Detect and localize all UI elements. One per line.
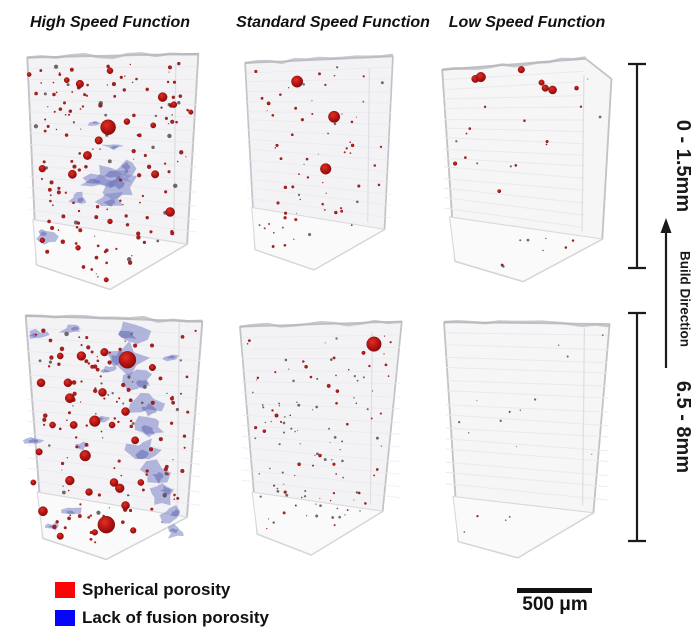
sample-render-high-speed-6.5-8mm <box>22 314 204 561</box>
column-title-standard-speed: Standard Speed Function <box>236 14 430 31</box>
column-title-high-speed: High Speed Function <box>30 14 190 31</box>
legend-swatch-spherical-porosity <box>55 582 75 598</box>
row-range-label-bottom: 6.5 - 8mm <box>672 381 694 473</box>
legend-item-lack-of-fusion: Lack of fusion porosity <box>55 608 269 628</box>
legend-swatch-lack-of-fusion-porosity <box>55 610 75 626</box>
legend: Spherical porosity Lack of fusion porosi… <box>55 580 269 636</box>
sample-render-standard-speed-0-1.5mm <box>244 53 394 271</box>
sample-render-low-speed-6.5-8mm <box>443 320 611 559</box>
scale-bar-line <box>517 588 592 593</box>
build-direction-arrow <box>660 218 672 368</box>
build-direction-label: Build Direction <box>678 251 693 347</box>
column-title-low-speed: Low Speed Function <box>448 14 606 31</box>
sample-render-high-speed-0-1.5mm <box>26 52 200 291</box>
sample-render-low-speed-0-1.5mm <box>441 56 613 283</box>
range-bracket-top <box>628 62 646 270</box>
legend-label-spherical-porosity: Spherical porosity <box>82 580 231 599</box>
annotation-rail: 0 - 1.5mm 6.5 - 8mm Build Direction <box>628 62 694 543</box>
scale-bar-label: 500 μm <box>522 594 588 615</box>
legend-label-lack-of-fusion-porosity: Lack of fusion porosity <box>82 608 270 627</box>
sample-render-standard-speed-6.5-8mm <box>239 319 403 556</box>
legend-item-spherical: Spherical porosity <box>55 580 269 600</box>
row-range-label-top: 0 - 1.5mm <box>672 120 694 212</box>
range-bracket-bottom <box>628 311 646 543</box>
